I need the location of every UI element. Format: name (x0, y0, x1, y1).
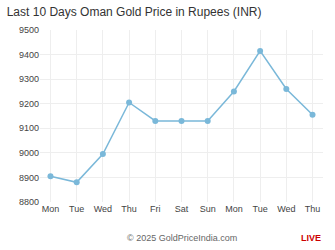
svg-text:LIVE: LIVE (301, 233, 321, 243)
svg-text:9500: 9500 (19, 25, 39, 35)
svg-text:9200: 9200 (19, 99, 39, 109)
svg-text:Tue: Tue (69, 204, 84, 214)
svg-text:Wed: Wed (94, 204, 112, 214)
svg-text:8900: 8900 (19, 173, 39, 183)
svg-text:9100: 9100 (19, 123, 39, 133)
svg-text:Fri: Fri (150, 204, 161, 214)
svg-text:9400: 9400 (19, 50, 39, 60)
svg-text:Tue: Tue (253, 204, 268, 214)
svg-text:9300: 9300 (19, 74, 39, 84)
svg-text:9000: 9000 (19, 148, 39, 158)
svg-text:8800: 8800 (19, 197, 39, 207)
svg-text:Thu: Thu (121, 204, 137, 214)
svg-text:© 2025 GoldPriceIndia.com: © 2025 GoldPriceIndia.com (127, 233, 237, 243)
svg-text:Wed: Wed (277, 204, 295, 214)
svg-text:Thu: Thu (305, 204, 321, 214)
svg-text:Mon: Mon (42, 204, 60, 214)
svg-text:Mon: Mon (225, 204, 243, 214)
svg-text:Sat: Sat (175, 204, 189, 214)
svg-text:Sun: Sun (200, 204, 216, 214)
svg-text:Last 10 Days Oman Gold Price i: Last 10 Days Oman Gold Price in Rupees (… (7, 5, 262, 19)
